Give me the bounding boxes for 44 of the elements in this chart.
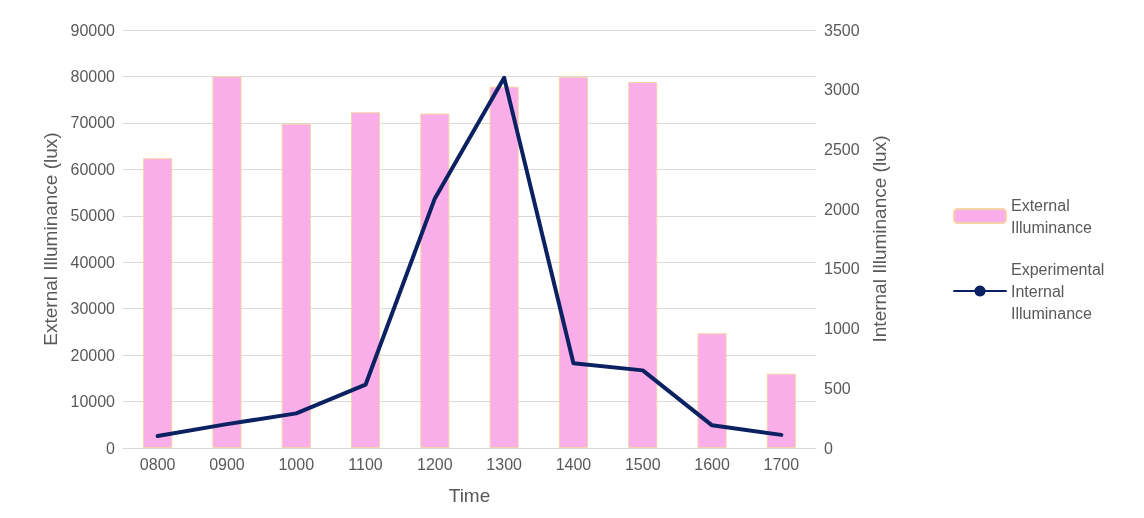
y-tick-label: 0 (106, 439, 116, 457)
bar (351, 112, 381, 448)
bar (212, 76, 242, 448)
bar (766, 373, 796, 448)
x-tick-label: 1500 (624, 455, 661, 473)
legend-label: External Illuminance (1011, 196, 1093, 236)
y2-tick-label: 0 (824, 439, 833, 457)
bar (628, 82, 658, 448)
x-axis-title: Time (448, 485, 491, 506)
y-tick-label: 30000 (70, 300, 116, 318)
y2-tick-label: 3500 (824, 21, 860, 39)
y-tick-label: 80000 (70, 67, 116, 85)
y2-tick-label: 500 (824, 379, 851, 397)
x-tick-label: 1600 (694, 455, 730, 473)
y-tick-label: 90000 (70, 21, 116, 39)
y2-tick-label: 1000 (824, 320, 860, 338)
bar (489, 86, 519, 448)
y2-tick-label: 3000 (824, 81, 860, 99)
y-tick-label: 50000 (70, 207, 116, 225)
bar (420, 113, 450, 448)
bar (143, 158, 173, 448)
x-tick-label: 1200 (417, 455, 453, 473)
x-tick-label: 1700 (763, 455, 800, 473)
y-axis-title: External Illuminance (lux) (39, 132, 61, 346)
x-tick-label: 1300 (486, 455, 523, 473)
x-tick-label: 1100 (348, 455, 383, 473)
y2-axis-title: Internal Illuminance (lux) (869, 135, 891, 343)
y-tick-label: 70000 (70, 114, 116, 132)
y-tick-label: 40000 (70, 253, 116, 271)
bar (697, 333, 727, 448)
x-tick-label: 0900 (209, 455, 245, 473)
x-tick-label: 0800 (139, 455, 176, 473)
line-series (155, 75, 784, 439)
legend-label: Experimental Internal Illuminance (1011, 260, 1109, 322)
y2-tick-label: 2500 (824, 140, 860, 158)
y2-tick-label: 2000 (824, 200, 860, 218)
y-tick-label: 60000 (70, 160, 116, 178)
bar (558, 76, 588, 448)
y-tick-label: 10000 (70, 393, 116, 411)
x-tick-label: 1400 (555, 455, 592, 473)
bar (281, 123, 311, 448)
y-tick-label: 20000 (70, 346, 116, 364)
y2-tick-label: 1500 (824, 260, 860, 278)
x-tick-label: 1000 (278, 455, 315, 473)
